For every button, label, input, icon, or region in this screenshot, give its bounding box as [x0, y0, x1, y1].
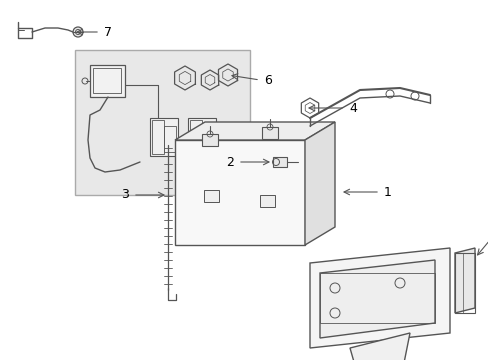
Bar — [75, 50, 249, 195]
Polygon shape — [319, 260, 434, 338]
Bar — [454, 253, 474, 313]
Bar — [272, 157, 286, 167]
Bar — [90, 65, 125, 97]
Text: 6: 6 — [264, 73, 271, 86]
Bar — [203, 190, 219, 202]
Bar — [190, 120, 202, 154]
Bar — [163, 126, 176, 152]
Polygon shape — [305, 122, 334, 245]
Polygon shape — [175, 140, 305, 245]
Bar — [187, 118, 216, 156]
Bar — [260, 195, 274, 207]
Circle shape — [73, 27, 83, 37]
Bar — [93, 68, 121, 93]
Polygon shape — [175, 122, 334, 140]
Text: 3: 3 — [121, 189, 129, 202]
Bar — [319, 273, 434, 323]
Bar — [202, 126, 214, 152]
Bar — [150, 118, 178, 156]
Text: 1: 1 — [383, 185, 391, 198]
Bar — [202, 134, 218, 146]
Text: 4: 4 — [348, 102, 356, 114]
Polygon shape — [309, 248, 449, 348]
Bar — [262, 127, 278, 139]
Text: 7: 7 — [104, 26, 112, 39]
Polygon shape — [454, 248, 474, 313]
Bar — [152, 120, 163, 154]
Polygon shape — [349, 333, 409, 360]
Text: 2: 2 — [225, 156, 234, 168]
